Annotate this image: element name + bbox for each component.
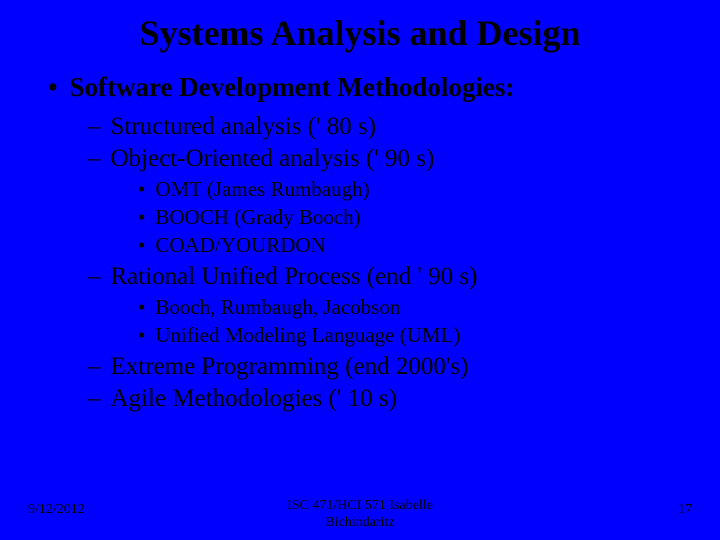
level2-item: – Object-Oriented analysis (' 90 s) (88, 145, 680, 173)
level3-text: COAD/YOURDON (155, 233, 325, 258)
footer-page-number: 17 (678, 502, 692, 518)
slide-content: • Software Development Methodologies: – … (0, 72, 720, 413)
level3-text: Unified Modeling Language (UML) (155, 323, 460, 348)
footer-center: ISC 471/HCI 571 Isabelle Bichindaritz (0, 498, 720, 532)
bullet-icon: • (138, 177, 145, 202)
level1-item: • Software Development Methodologies: (48, 72, 680, 103)
level2-item: – Agile Methodologies (' 10 s) (88, 385, 680, 413)
dash-icon: – (88, 353, 101, 381)
slide-title: Systems Analysis and Design (0, 12, 720, 54)
level1-text: Software Development Methodologies: (69, 72, 514, 103)
dash-icon: – (88, 113, 101, 141)
level3-text: BOOCH (Grady Booch) (155, 205, 360, 230)
level2-text: Agile Methodologies (' 10 s) (111, 385, 397, 413)
level2-item: – Structured analysis (' 80 s) (88, 113, 680, 141)
level3-item: • OMT (James Rumbaugh) (138, 177, 680, 202)
slide: Systems Analysis and Design • Software D… (0, 0, 720, 540)
level2-text: Rational Unified Process (end ' 90 s) (111, 263, 478, 291)
level2-text: Object-Oriented analysis (' 90 s) (111, 145, 435, 173)
level2-item: – Extreme Programming (end 2000's) (88, 353, 680, 381)
bullet-icon: • (48, 72, 57, 103)
dash-icon: – (88, 263, 101, 291)
level3-item: • Unified Modeling Language (UML) (138, 323, 680, 348)
level3-text: Booch, Rumbaugh, Jacobson (155, 295, 400, 320)
bullet-icon: • (138, 323, 145, 348)
bullet-icon: • (138, 295, 145, 320)
level3-item: • BOOCH (Grady Booch) (138, 205, 680, 230)
level2-text: Structured analysis (' 80 s) (111, 113, 377, 141)
level2-text: Extreme Programming (end 2000's) (111, 353, 469, 381)
bullet-icon: • (138, 205, 145, 230)
dash-icon: – (88, 385, 101, 413)
level3-text: OMT (James Rumbaugh) (155, 177, 369, 202)
dash-icon: – (88, 145, 101, 173)
bullet-icon: • (138, 233, 145, 258)
footer-center-line1: ISC 471/HCI 571 Isabelle (287, 498, 433, 513)
footer-center-line2: Bichindaritz (325, 515, 394, 530)
level3-item: • Booch, Rumbaugh, Jacobson (138, 295, 680, 320)
level3-item: • COAD/YOURDON (138, 233, 680, 258)
level2-item: – Rational Unified Process (end ' 90 s) (88, 263, 680, 291)
